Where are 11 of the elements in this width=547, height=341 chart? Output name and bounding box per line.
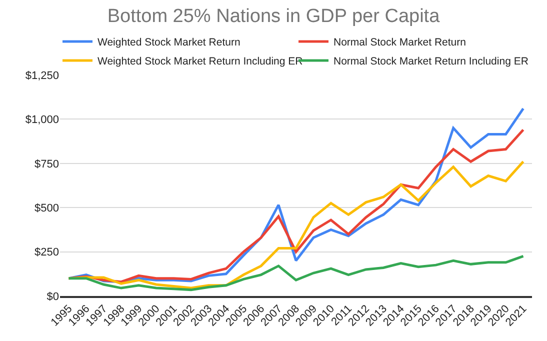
- line-series: [67, 254, 525, 292]
- chart-title: Bottom 25% Nations in GDP per Capita: [107, 6, 440, 27]
- legend-label: Weighted Stock Market Return: [98, 36, 240, 49]
- y-tick-label: $1,250: [25, 70, 59, 82]
- y-tick-label: $500: [34, 202, 59, 214]
- y-tick-label: $1,000: [25, 114, 59, 126]
- y-tick-label: $250: [34, 246, 59, 259]
- y-tick-label: $750: [34, 158, 59, 170]
- legend-label: Normal Stock Market Return Including ER: [334, 56, 529, 68]
- y-tick-label: $0: [46, 290, 59, 303]
- legend-label: Normal Stock Market Return: [334, 36, 466, 49]
